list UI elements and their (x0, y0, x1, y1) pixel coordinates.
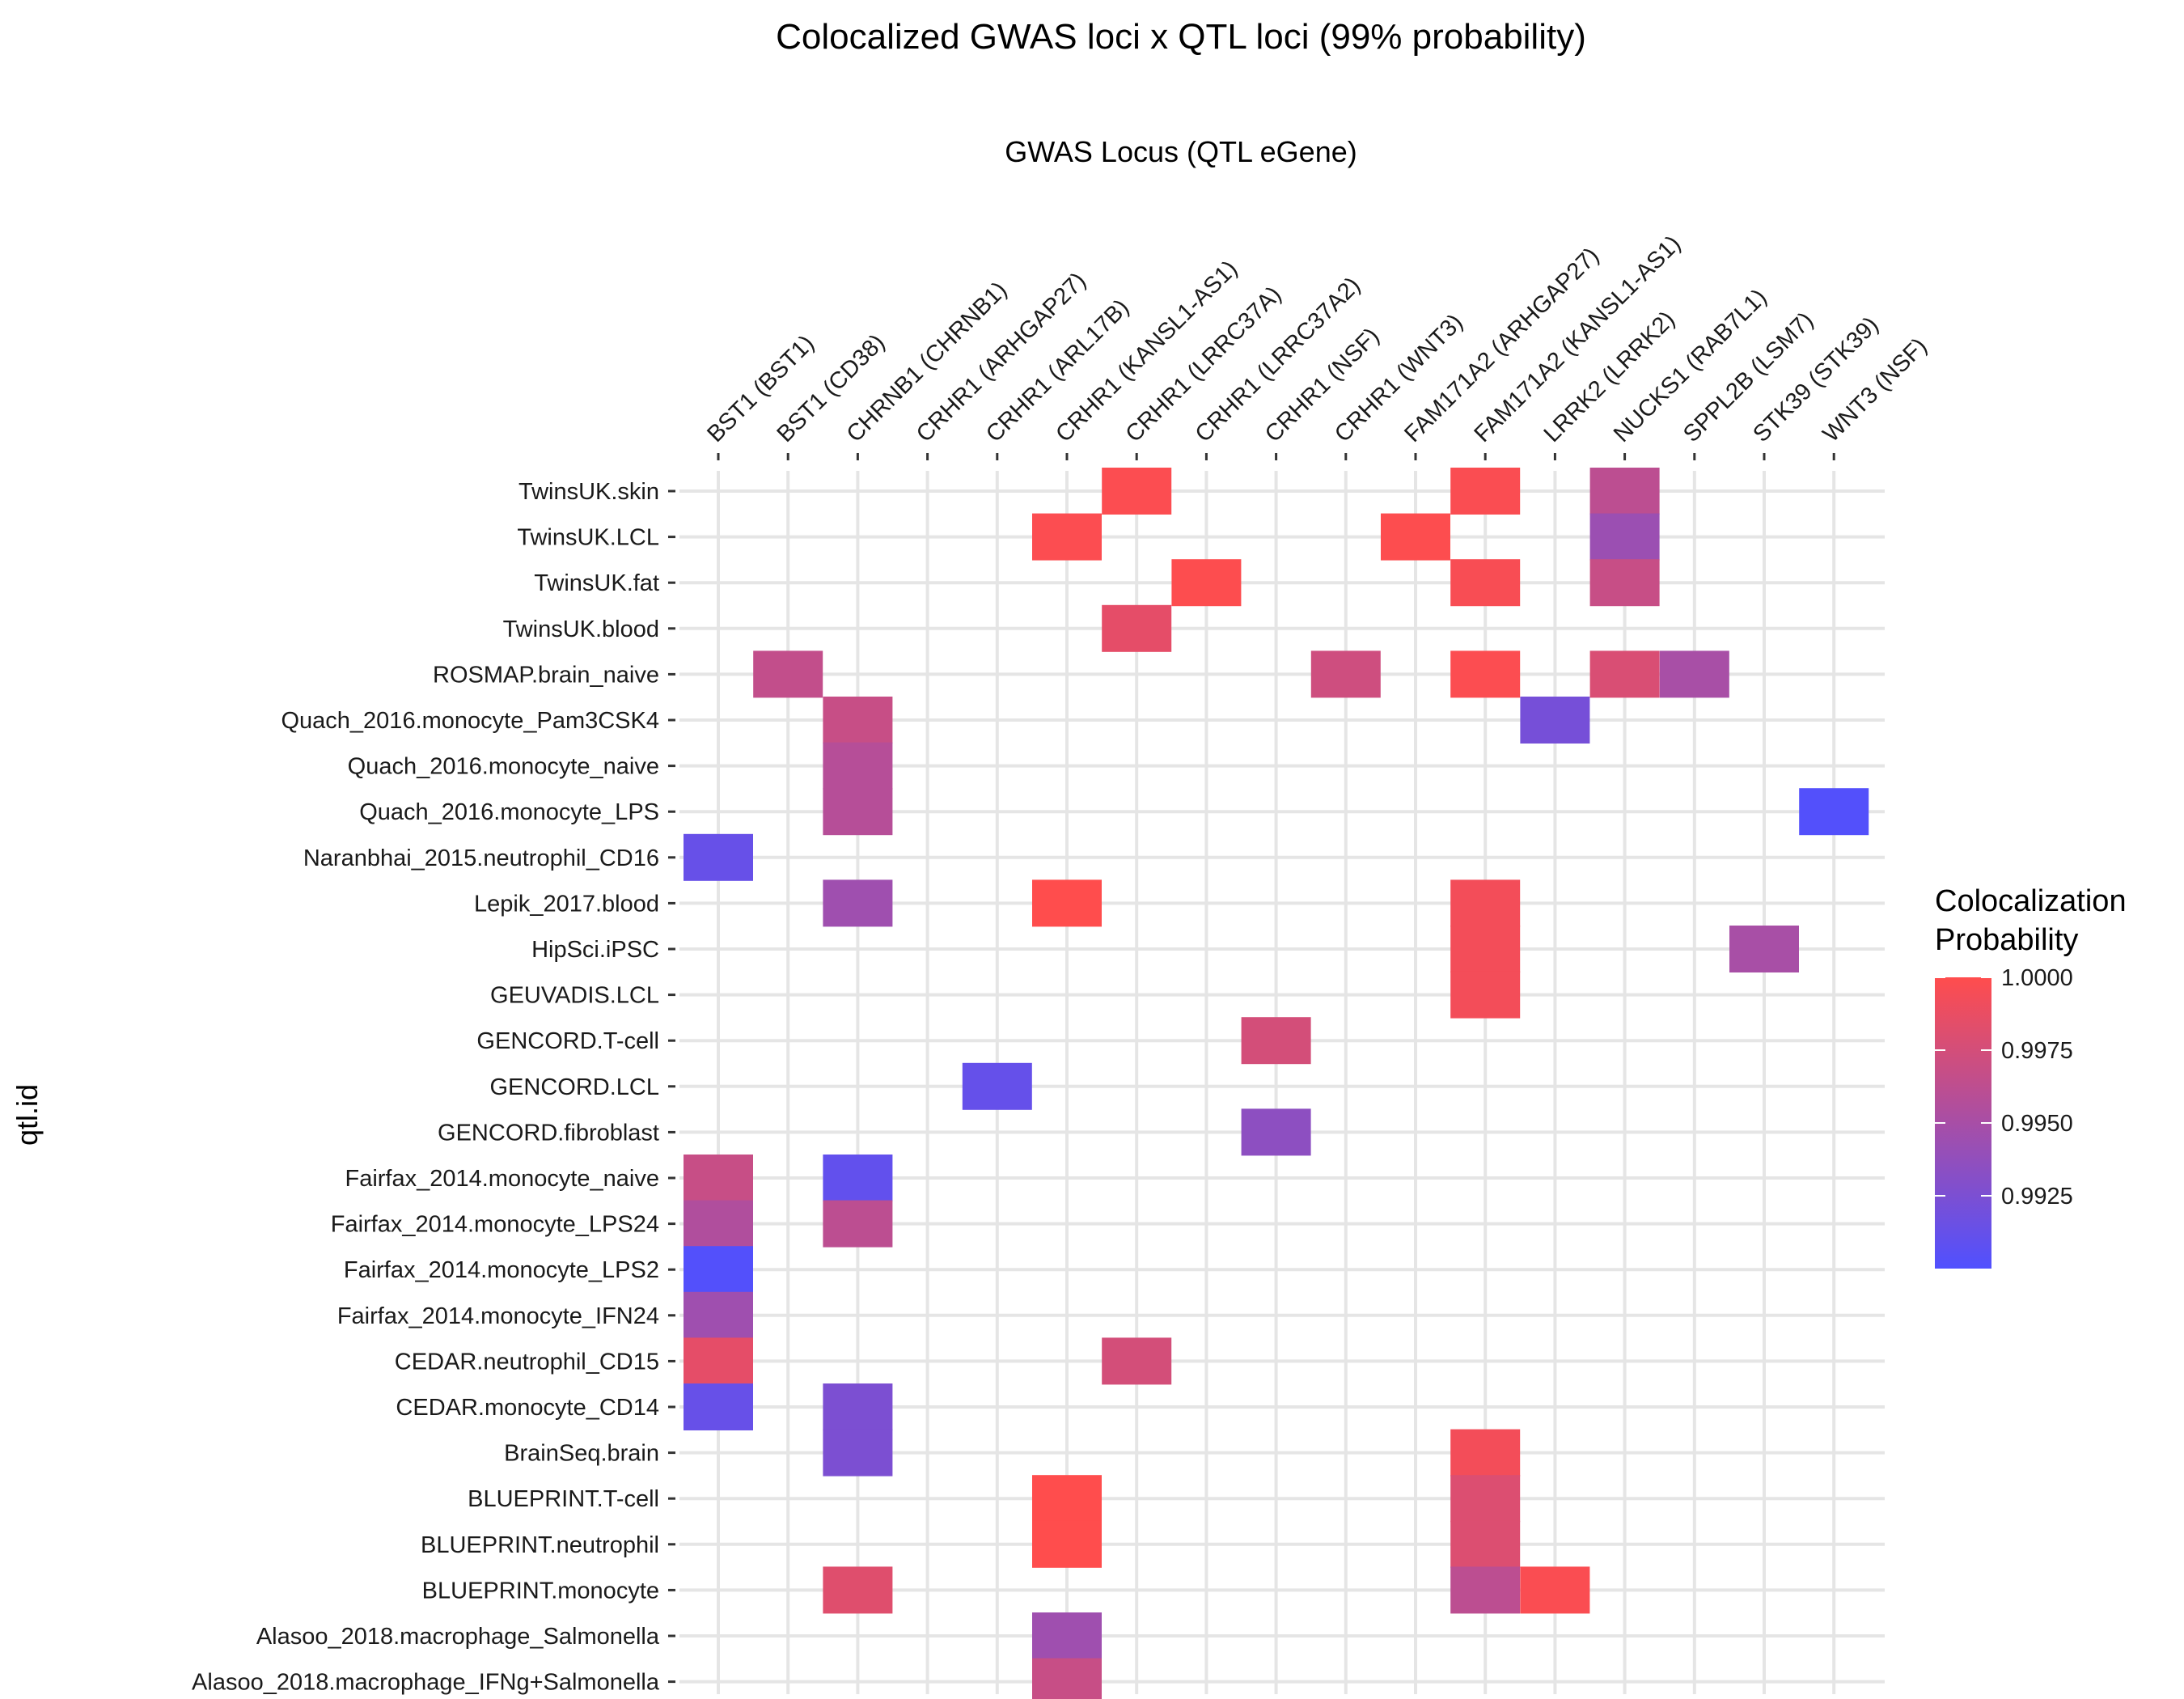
heatmap-cell (823, 1566, 893, 1614)
x-axis-title: GWAS Locus (QTL eGene) (1005, 135, 1357, 168)
heatmap-cell (1589, 559, 1660, 607)
y-tick-label: BLUEPRINT.neutrophil (421, 1532, 659, 1558)
heatmap-cell (823, 1155, 893, 1201)
heatmap-cell (1241, 1017, 1311, 1065)
heatmap-cell (1310, 650, 1381, 698)
legend-tick-label: 0.9950 (2001, 1111, 2073, 1137)
heatmap-cell (684, 833, 753, 881)
x-tick-label: SPPL2B (LSM7) (1678, 307, 1818, 447)
legend-tick-label: 1.0000 (2001, 965, 2073, 991)
heatmap-cell (823, 742, 893, 790)
y-tick-label: GENCORD.fibroblast (438, 1120, 659, 1146)
heatmap-cell (1450, 559, 1521, 607)
y-tick-label: BLUEPRINT.monocyte (422, 1578, 659, 1604)
y-tick-label: Quach_2016.monocyte_naive (348, 754, 659, 780)
y-tick-label: Alasoo_2018.macrophage_IFNg+Salmonella (192, 1670, 660, 1696)
x-tick-label: STK39 (STK39) (1748, 312, 1883, 447)
heatmap-cell (823, 879, 893, 927)
y-tick-label: CEDAR.neutrophil_CD15 (395, 1349, 659, 1375)
heatmap-cell (1450, 468, 1521, 515)
heatmap-cell (1450, 926, 1521, 972)
y-tick-label: TwinsUK.fat (534, 570, 659, 596)
heatmap-cell (1381, 513, 1450, 561)
heatmap-cell (1450, 1429, 1521, 1477)
heatmap-cell (823, 788, 893, 836)
heatmap-cell (1729, 926, 1799, 972)
y-tick-label: Alasoo_2018.macrophage_Salmonella (256, 1624, 660, 1650)
y-axis: TwinsUK.skin TwinsUK.LCL TwinsUK.fat TwinsU… (192, 479, 675, 1696)
heatmap-cell (1032, 513, 1102, 561)
heatmap-cell (1241, 1108, 1311, 1156)
y-tick-label: Quach_2016.monocyte_LPS (359, 799, 659, 825)
heatmap-cell (1450, 650, 1521, 698)
heatmap-cell (1799, 788, 1869, 836)
x-tick-label: LRRK2 (LRRK2) (1539, 307, 1680, 447)
heatmap-cell (823, 1383, 893, 1430)
heatmap-cell (1032, 1475, 1102, 1523)
x-axis: BST1 (BST1)BST1 (CD38)CHRNB1 (CHRNB1)CRH… (702, 231, 1932, 460)
heatmap-tiles (684, 468, 1869, 1699)
y-tick-label: BrainSeq.brain (504, 1441, 659, 1467)
heatmap-cell (1171, 559, 1242, 607)
heatmap-cell (1589, 513, 1660, 561)
heatmap-cell (1520, 697, 1590, 744)
heatmap-cell (1102, 1337, 1172, 1385)
y-axis-title: qtl.id (11, 1084, 44, 1146)
heatmap-cell (1102, 604, 1172, 652)
heatmap-cell (684, 1291, 753, 1339)
y-tick-label: TwinsUK.LCL (517, 525, 659, 551)
legend-title: Colocalization (1935, 884, 2127, 918)
heatmap-cell (823, 1200, 893, 1248)
heatmap-cell (684, 1246, 753, 1294)
heatmap-cell (1520, 1566, 1590, 1614)
heatmap-cell (1589, 468, 1660, 515)
y-tick-label: Quach_2016.monocyte_Pam3CSK4 (281, 708, 659, 734)
x-tick-label: CRHR1 (WNT3) (1330, 309, 1468, 447)
heatmap-cell (1450, 1566, 1521, 1614)
heatmap-cell (684, 1155, 753, 1201)
color-legend: Colocalization Probability 1.0000 0.9975 0.9… (1935, 884, 2127, 1269)
y-tick-label: Fairfax_2014.monocyte_LPS24 (331, 1212, 659, 1238)
y-tick-label: Fairfax_2014.monocyte_naive (345, 1166, 659, 1192)
heatmap-cell (684, 1337, 753, 1385)
legend-tick-label: 0.9975 (2001, 1038, 2073, 1064)
heatmap-cell (1102, 468, 1172, 515)
heatmap-cell (1589, 650, 1660, 698)
heatmap-cell (1032, 1612, 1102, 1659)
heatmap-cell (1450, 879, 1521, 927)
y-tick-label: HipSci.iPSC (531, 937, 659, 963)
y-tick-label: TwinsUK.skin (518, 479, 659, 505)
y-tick-label: TwinsUK.blood (503, 616, 659, 642)
heatmap-cell (1450, 1520, 1521, 1568)
heatmap-cell (684, 1200, 753, 1248)
heatmap-cell (684, 1383, 753, 1430)
heatmap-cell (1032, 879, 1102, 927)
y-tick-label: Lepik_2017.blood (474, 891, 659, 917)
heatmap-cell (962, 1062, 1032, 1110)
heatmap-cell (1450, 1475, 1521, 1523)
y-tick-label: CEDAR.monocyte_CD14 (396, 1395, 659, 1421)
heatmap-cell (823, 697, 893, 744)
y-tick-label: Naranbhai_2015.neutrophil_CD16 (303, 845, 659, 871)
y-tick-label: GENCORD.T-cell (476, 1028, 659, 1054)
y-tick-label: BLUEPRINT.T-cell (468, 1486, 659, 1512)
y-tick-label: Fairfax_2014.monocyte_IFN24 (337, 1303, 659, 1329)
y-tick-label: GENCORD.LCL (490, 1074, 660, 1100)
y-tick-label: Fairfax_2014.monocyte_LPS2 (344, 1257, 659, 1283)
heatmap-cell (1032, 1520, 1102, 1568)
heatmap-cell (1659, 650, 1729, 698)
heatmap-cell (1450, 971, 1521, 1019)
y-tick-label: ROSMAP.brain_naive (433, 662, 659, 688)
y-tick-label: GEUVADIS.LCL (490, 983, 659, 1009)
heatmap-cell (753, 650, 823, 698)
legend-tick-label: 0.9925 (2001, 1184, 2073, 1210)
heatmap-cell (823, 1429, 893, 1477)
chart-title: Colocalized GWAS loci x QTL loci (99% pr… (776, 17, 1586, 57)
heatmap-cell (1032, 1658, 1102, 1699)
legend-title: Probability (1935, 923, 2078, 957)
